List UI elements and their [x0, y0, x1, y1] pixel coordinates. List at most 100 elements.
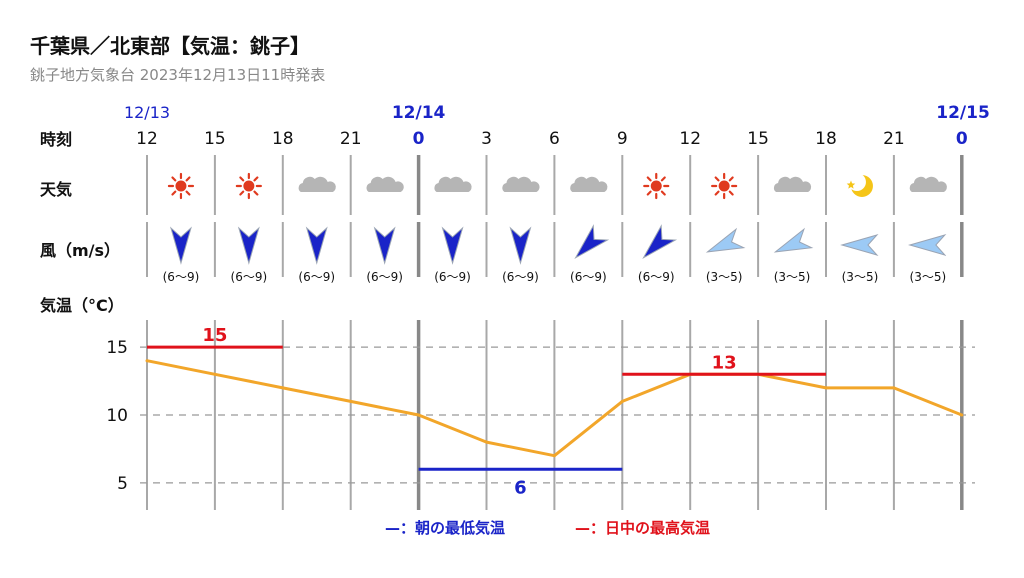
sun-core: [718, 180, 730, 192]
row-label-time: 時刻: [40, 130, 72, 149]
legend: —：朝の最低気温 —：日中の最高気温: [385, 519, 710, 537]
hour-label: 9: [617, 129, 628, 149]
hour-label: 21: [883, 129, 905, 149]
temperature-point: [281, 386, 285, 390]
cloud-shape: [570, 176, 608, 192]
wind-arrow-shape: [169, 226, 192, 265]
wind-arrow-shape: [373, 226, 396, 265]
y-tick-label: 15: [106, 338, 128, 358]
hour-label: 18: [272, 129, 294, 149]
cloud-shape: [502, 176, 540, 192]
cloud-icon: [570, 176, 608, 192]
sun-ray: [239, 190, 245, 196]
cloud-icon: [909, 176, 947, 192]
legend-text: ：日中の最高気温: [590, 519, 710, 537]
y-tick-label: 10: [106, 406, 128, 426]
hour-label: 15: [204, 129, 226, 149]
wind-speed-label: (3〜5): [706, 270, 743, 284]
wind-speed-label: (6〜9): [231, 270, 268, 284]
star-shape: [846, 180, 856, 189]
min-temp-label: 6: [514, 477, 527, 498]
page-title: 千葉県／北東部【気温：銚子】: [30, 34, 310, 58]
y-tick-label: 5: [117, 474, 128, 494]
wind-arrow-shape: [908, 234, 947, 256]
hour-labels: 12 15 18 21 0 3 6 9 12 15 18 21 0: [136, 129, 968, 149]
cloud-shape: [298, 176, 336, 192]
wind-arrow: [642, 224, 678, 260]
weather-icons: [167, 172, 947, 200]
temperature-point: [145, 359, 149, 363]
hour-label: 12: [136, 129, 158, 149]
sun-ray: [728, 176, 734, 182]
sun-core: [175, 180, 187, 192]
wind-arrow-shape: [441, 226, 464, 265]
sun-icon: [711, 172, 738, 200]
cloud-shape: [434, 176, 472, 192]
hour-label: 3: [481, 129, 492, 149]
date-labels: 12/13 12/14 12/15: [124, 103, 990, 123]
page-subtitle: 銚子地方気象台 2023年12月13日11時発表: [30, 66, 325, 84]
wind-speed-label: (6〜9): [434, 270, 471, 284]
date-label: 12/13: [124, 103, 170, 122]
legend-text: ：朝の最低気温: [400, 519, 505, 537]
wind-arrow: [773, 227, 814, 253]
temperature-point: [824, 386, 828, 390]
legend-item: —：朝の最低気温: [385, 519, 505, 537]
wind-speed-label: (6〜9): [638, 270, 675, 284]
wind-arrow-shape: [705, 227, 746, 253]
cloud-icon: [502, 176, 540, 192]
temperature-point: [620, 399, 624, 403]
sun-ray: [185, 176, 191, 182]
hour-label: 0: [413, 129, 425, 149]
sun-ray: [253, 176, 259, 182]
sun-icon: [167, 172, 195, 200]
wind-speed-label: (6〜9): [163, 270, 200, 284]
temperature-point: [485, 440, 488, 444]
wind-speed-label: (3〜5): [910, 270, 947, 284]
wind-arrow-shape: [840, 234, 879, 256]
wind-arrow: [441, 226, 464, 265]
wind-arrow-shape: [773, 227, 814, 253]
sun-ray: [660, 190, 666, 196]
temperature-point: [960, 413, 964, 417]
sun-ray: [660, 176, 666, 182]
max-temp-label: 15: [202, 325, 227, 346]
date-label: 12/15: [936, 103, 990, 123]
wind-arrows: (6〜9) (6〜9) (6〜9) (6〜9) (6〜9) (6〜9) (6〜9) (6〜9)…: [163, 224, 947, 284]
legend-marker: —: [385, 519, 400, 537]
cloud-icon: [773, 176, 812, 192]
wind-speed-label: (3〜5): [774, 270, 811, 284]
sun-ray: [714, 176, 720, 182]
hour-label: 18: [815, 129, 837, 149]
row-label-wind: 風（m/s）: [40, 241, 120, 260]
sun-core: [650, 180, 662, 192]
cloud-shape: [773, 176, 812, 192]
wind-arrow-shape: [305, 226, 328, 265]
hour-label: 21: [340, 129, 362, 149]
temperature-extremes: 15 6 13: [147, 325, 826, 498]
date-label: 12/14: [392, 103, 446, 123]
sun-ray: [646, 190, 652, 196]
wind-arrow: [169, 226, 192, 265]
sun-ray: [646, 176, 652, 182]
wind-speed-label: (6〜9): [502, 270, 539, 284]
temperature-point: [213, 372, 217, 376]
wind-speed-label: (3〜5): [842, 270, 879, 284]
legend-marker: —: [575, 519, 590, 537]
row-label-weather: 天気: [40, 180, 72, 199]
sun-ray: [714, 190, 720, 196]
legend-item: —：日中の最高気温: [575, 519, 710, 537]
temperature-point: [892, 386, 896, 390]
sun-ray: [171, 190, 177, 196]
wind-arrow: [574, 224, 610, 260]
wind-arrow: [509, 226, 532, 265]
hour-label: 0: [956, 129, 968, 149]
sun-core: [243, 180, 255, 192]
wind-speed-label: (6〜9): [298, 270, 335, 284]
cloud-icon: [298, 176, 336, 192]
sun-icon: [235, 172, 262, 200]
wind-arrow: [237, 226, 260, 265]
wind-arrow-shape: [509, 226, 532, 265]
cloud-shape: [366, 176, 404, 192]
